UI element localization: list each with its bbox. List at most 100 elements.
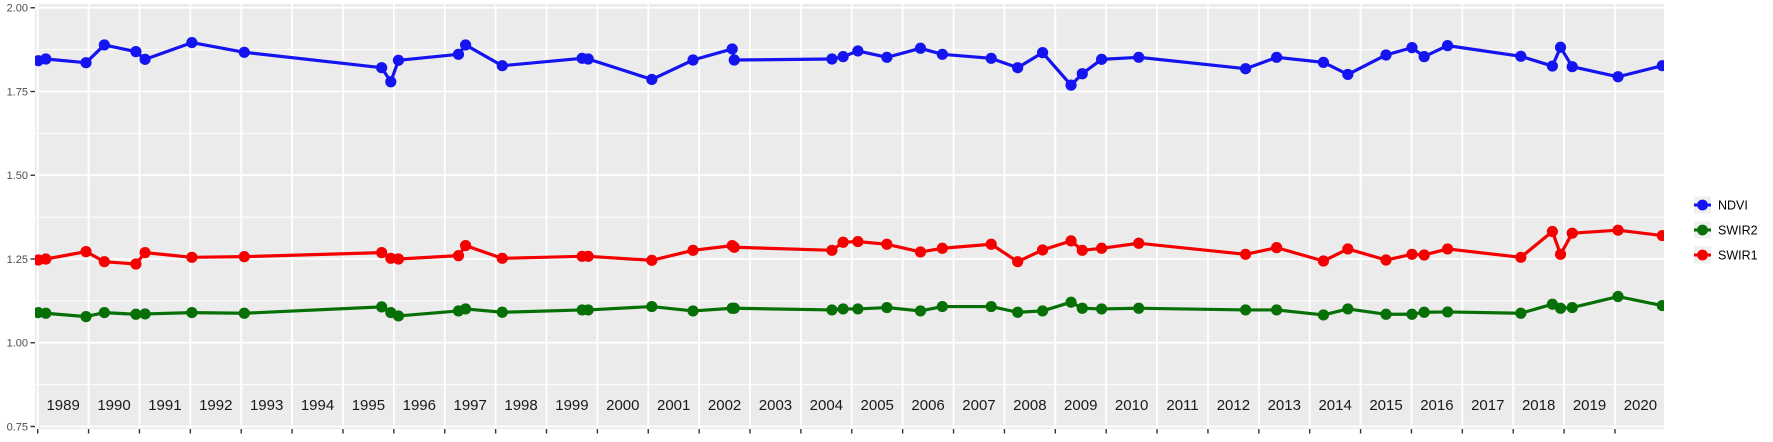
data-point-swir1 <box>1065 235 1077 247</box>
data-point-swir2 <box>130 308 142 320</box>
data-point-swir2 <box>1612 290 1624 303</box>
y-tick-label: 0.75 <box>7 421 28 433</box>
data-point-ndvi <box>1076 68 1088 80</box>
data-point-swir2 <box>1065 296 1077 308</box>
data-point-swir1 <box>1656 229 1664 242</box>
data-point-swir2 <box>1342 303 1354 315</box>
data-point-ndvi <box>1133 51 1145 63</box>
x-tick-label: 2005 <box>861 397 894 414</box>
data-point-swir2 <box>139 308 151 320</box>
data-point-ndvi <box>98 39 110 51</box>
data-point-swir2 <box>936 300 948 313</box>
data-point-swir1 <box>139 247 151 259</box>
data-point-swir2 <box>40 307 52 319</box>
data-point-ndvi <box>985 52 997 64</box>
data-point-swir2 <box>1012 306 1024 318</box>
x-tick-label: 2015 <box>1369 397 1402 414</box>
data-point-ndvi <box>1566 61 1578 73</box>
data-point-swir2 <box>1418 306 1430 318</box>
data-point-ndvi <box>837 51 849 63</box>
data-point-ndvi <box>392 54 405 66</box>
data-point-swir1 <box>460 240 472 252</box>
data-point-swir2 <box>1656 299 1664 312</box>
y-tick-label: 1.50 <box>7 170 28 182</box>
data-point-swir1 <box>1239 248 1252 260</box>
data-point-ndvi <box>40 53 52 65</box>
data-point-swir2 <box>80 311 92 323</box>
data-point-swir1 <box>186 251 198 263</box>
x-tick-label: 2006 <box>911 397 944 414</box>
x-tick-label: 2003 <box>759 397 792 414</box>
x-tick-label: 2002 <box>708 397 741 414</box>
data-point-swir2 <box>1515 307 1527 319</box>
data-point-ndvi <box>452 48 465 60</box>
data-point-ndvi <box>186 36 198 49</box>
data-point-ndvi <box>385 76 397 88</box>
data-point-swir2 <box>728 302 740 314</box>
x-tick-label: 2012 <box>1217 397 1250 414</box>
data-point-swir1 <box>452 250 465 262</box>
data-point-swir1 <box>1441 243 1454 255</box>
plot-panel-background <box>35 4 1664 429</box>
data-point-swir1 <box>1096 242 1108 254</box>
x-tick-label: 1996 <box>403 397 436 414</box>
data-point-swir1 <box>1566 227 1578 239</box>
data-point-swir1 <box>936 242 948 254</box>
data-point-swir1 <box>1515 251 1527 263</box>
data-point-ndvi <box>1406 42 1418 54</box>
data-point-ndvi <box>496 60 508 72</box>
y-tick-label: 2.00 <box>7 3 28 15</box>
x-tick-label: 1999 <box>555 397 588 414</box>
data-point-ndvi <box>881 51 893 63</box>
data-point-ndvi <box>1317 56 1330 68</box>
data-point-swir1 <box>1012 256 1024 268</box>
data-point-swir1 <box>826 244 838 256</box>
x-tick-label: 1992 <box>199 397 232 414</box>
legend-key-point-swir1 <box>1697 249 1708 261</box>
data-point-swir1 <box>496 252 508 264</box>
x-tick-label: 2011 <box>1166 397 1198 414</box>
data-point-ndvi <box>826 53 838 65</box>
data-point-ndvi <box>1441 40 1454 52</box>
data-point-ndvi <box>130 46 142 58</box>
data-point-swir1 <box>1554 248 1567 260</box>
data-point-swir1 <box>130 258 142 270</box>
data-point-swir2 <box>1406 308 1418 320</box>
data-point-swir1 <box>1342 243 1354 255</box>
data-point-ndvi <box>1554 41 1567 53</box>
x-tick-label: 2014 <box>1318 397 1351 414</box>
x-tick-label: 1998 <box>504 397 537 414</box>
x-tick-label: 2001 <box>657 397 690 414</box>
data-point-swir2 <box>1271 304 1283 316</box>
data-point-ndvi <box>1342 68 1354 81</box>
data-point-swir2 <box>376 301 388 313</box>
data-point-ndvi <box>1546 60 1558 72</box>
data-point-swir1 <box>914 246 927 258</box>
data-point-swir1 <box>1612 224 1624 236</box>
x-tick-label: 1989 <box>46 397 79 414</box>
legend-label-swir2: SWIR2 <box>1718 223 1758 237</box>
data-point-swir2 <box>582 304 594 316</box>
y-tick-label: 1.00 <box>7 338 28 350</box>
x-tick-label: 2009 <box>1064 397 1097 414</box>
data-point-ndvi <box>1612 71 1624 83</box>
data-point-ndvi <box>936 48 948 60</box>
y-tick-label: 1.75 <box>7 86 28 98</box>
data-point-swir1 <box>1133 237 1145 249</box>
data-point-swir1 <box>98 256 110 268</box>
data-point-ndvi <box>1036 47 1049 59</box>
x-tick-label: 1994 <box>301 397 334 414</box>
data-point-swir2 <box>392 310 405 322</box>
data-point-swir1 <box>646 254 658 266</box>
data-point-ndvi <box>1418 51 1430 63</box>
data-point-swir2 <box>1441 306 1454 318</box>
data-point-swir2 <box>496 306 508 318</box>
data-point-ndvi <box>1065 79 1077 91</box>
x-tick-label: 1991 <box>148 397 181 414</box>
x-tick-label: 2008 <box>1013 397 1046 414</box>
data-point-swir2 <box>1566 301 1578 314</box>
data-point-ndvi <box>1380 49 1392 61</box>
data-point-swir1 <box>985 238 997 250</box>
data-point-swir1 <box>1036 244 1049 256</box>
